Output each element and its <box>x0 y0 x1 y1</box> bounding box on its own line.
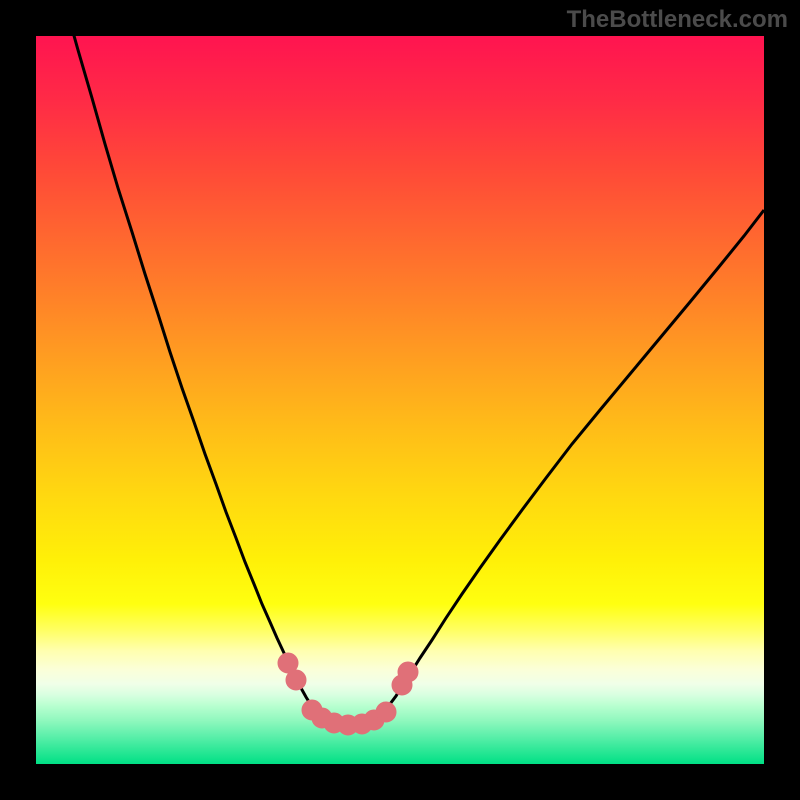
data-marker <box>286 670 306 690</box>
watermark-text: TheBottleneck.com <box>567 6 788 34</box>
v-curve-path <box>64 36 764 726</box>
data-marker <box>376 702 396 722</box>
marker-group <box>278 653 418 735</box>
plot-area <box>36 36 764 764</box>
chart-svg <box>36 36 764 764</box>
data-marker <box>398 662 418 682</box>
